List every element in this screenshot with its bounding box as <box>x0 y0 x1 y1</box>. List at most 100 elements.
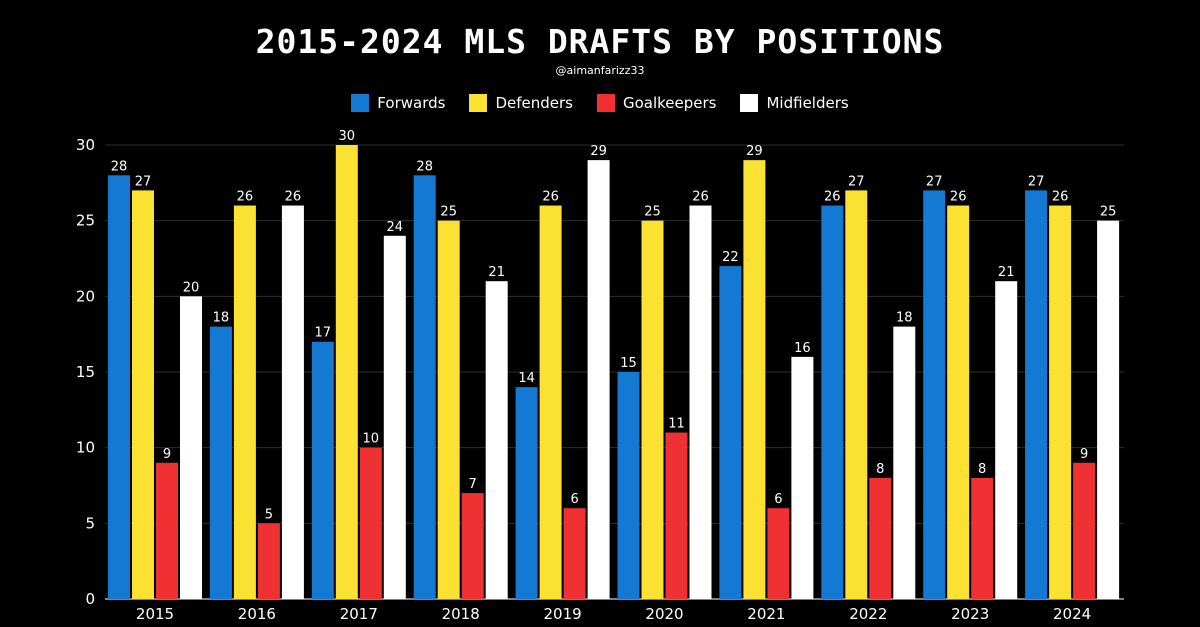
data-label-midfielders-2017: 24 <box>387 220 404 235</box>
bar-defenders-2021 <box>743 160 766 599</box>
x-tick-label: 2017 <box>340 605 378 623</box>
data-label-midfielders-2015: 20 <box>183 280 200 295</box>
bar-forwards-2022 <box>821 205 844 600</box>
data-label-goalkeepers-2021: 6 <box>774 492 782 507</box>
legend-item-midfielders: Midfielders <box>740 94 849 112</box>
legend-label-forwards: Forwards <box>377 94 446 112</box>
data-label-goalkeepers-2018: 7 <box>469 477 477 492</box>
legend-swatch-midfielders <box>740 94 759 112</box>
data-label-goalkeepers-2017: 10 <box>363 432 380 447</box>
data-label-forwards-2020: 15 <box>620 356 637 371</box>
x-tick-label: 2018 <box>442 605 480 623</box>
x-tick-label: 2023 <box>951 605 989 623</box>
data-label-goalkeepers-2015: 9 <box>163 447 171 462</box>
y-tick-label: 30 <box>76 136 95 154</box>
bar-defenders-2015 <box>132 190 154 599</box>
data-label-defenders-2017: 30 <box>339 129 356 144</box>
bar-midfielders-2020 <box>689 205 712 600</box>
bar-midfielders-2019 <box>587 160 610 599</box>
bar-goalkeepers-2020 <box>665 432 688 599</box>
bar-defenders-2017 <box>335 145 358 599</box>
x-tick-label: 2019 <box>544 605 582 623</box>
bar-defenders-2024 <box>1049 205 1072 600</box>
x-tick-label: 2024 <box>1053 605 1091 623</box>
legend-item-goalkeepers: Goalkeepers <box>596 94 717 112</box>
bar-defenders-2016 <box>233 205 256 600</box>
data-label-goalkeepers-2024: 9 <box>1080 447 1088 462</box>
bar-forwards-2016 <box>209 326 232 599</box>
data-label-forwards-2024: 27 <box>1028 174 1045 189</box>
data-label-midfielders-2016: 26 <box>285 190 302 205</box>
data-label-midfielders-2021: 16 <box>794 341 811 356</box>
bar-forwards-2020 <box>617 372 640 599</box>
data-label-goalkeepers-2020: 11 <box>668 417 685 432</box>
data-label-defenders-2024: 26 <box>1052 190 1069 205</box>
data-label-defenders-2015: 27 <box>135 174 152 189</box>
bar-midfielders-2017 <box>383 235 406 600</box>
bar-goalkeepers-2021 <box>767 508 790 599</box>
bar-midfielders-2018 <box>485 281 508 599</box>
bar-goalkeepers-2022 <box>869 477 892 599</box>
data-label-defenders-2023: 26 <box>950 190 967 205</box>
data-label-forwards-2017: 17 <box>315 326 332 341</box>
legend-item-forwards: Forwards <box>351 94 445 112</box>
data-label-forwards-2023: 27 <box>926 174 943 189</box>
x-tick-label: 2022 <box>849 605 887 623</box>
bar-forwards-2021 <box>719 266 742 599</box>
data-label-midfielders-2019: 29 <box>590 144 607 159</box>
data-label-goalkeepers-2019: 6 <box>570 492 578 507</box>
y-tick-label: 5 <box>85 514 95 532</box>
legend-swatch-forwards <box>351 94 370 112</box>
data-label-forwards-2022: 26 <box>824 190 841 205</box>
bar-goalkeepers-2023 <box>971 477 994 599</box>
bar-goalkeepers-2018 <box>461 493 484 599</box>
legend-label-defenders: Defenders <box>495 94 573 112</box>
y-tick-label: 0 <box>85 590 95 608</box>
legend-swatch-defenders <box>469 94 488 112</box>
bar-defenders-2019 <box>539 205 562 600</box>
data-label-forwards-2019: 14 <box>518 371 535 386</box>
data-label-midfielders-2022: 18 <box>896 311 913 326</box>
legend: Forwards Defenders Goalkeepers Midfielde… <box>0 94 1200 112</box>
bar-goalkeepers-2017 <box>359 447 382 599</box>
bar-defenders-2018 <box>437 220 460 599</box>
bar-forwards-2023 <box>923 190 946 599</box>
bar-forwards-2018 <box>413 175 436 599</box>
data-label-forwards-2021: 22 <box>722 250 739 265</box>
legend-label-goalkeepers: Goalkeepers <box>622 94 717 112</box>
legend-swatch-goalkeepers <box>596 94 615 112</box>
bar-goalkeepers-2019 <box>563 508 586 599</box>
bar-defenders-2022 <box>845 190 868 599</box>
y-tick-label: 20 <box>76 287 95 305</box>
bar-forwards-2017 <box>311 341 334 599</box>
data-label-goalkeepers-2023: 8 <box>978 462 986 477</box>
data-label-midfielders-2023: 21 <box>998 265 1015 280</box>
data-label-defenders-2018: 25 <box>440 205 457 220</box>
bar-goalkeepers-2016 <box>257 523 280 599</box>
data-label-midfielders-2020: 26 <box>692 190 709 205</box>
data-label-forwards-2016: 18 <box>213 311 230 326</box>
data-label-defenders-2016: 26 <box>237 190 254 205</box>
data-label-defenders-2022: 27 <box>848 174 865 189</box>
chart-title: 2015-2024 MLS DRAFTS BY POSITIONS <box>255 22 945 61</box>
data-label-midfielders-2024: 25 <box>1100 205 1117 220</box>
data-label-defenders-2020: 25 <box>644 205 661 220</box>
x-tick-label: 2016 <box>238 605 276 623</box>
y-tick-label: 15 <box>76 363 95 381</box>
bar-midfielders-2022 <box>893 326 916 599</box>
bar-defenders-2020 <box>641 220 664 599</box>
data-label-goalkeepers-2016: 5 <box>265 507 273 522</box>
x-tick-label: 2020 <box>645 605 683 623</box>
y-tick-label: 25 <box>76 212 95 230</box>
data-label-midfielders-2018: 21 <box>488 265 505 280</box>
bar-midfielders-2021 <box>791 356 814 599</box>
bar-midfielders-2024 <box>1097 220 1120 599</box>
legend-label-midfielders: Midfielders <box>766 94 849 112</box>
bar-forwards-2024 <box>1025 190 1048 599</box>
bar-midfielders-2016 <box>281 205 304 600</box>
legend-item-defenders: Defenders <box>469 94 573 112</box>
data-label-defenders-2019: 26 <box>542 190 559 205</box>
bar-midfielders-2015 <box>180 296 202 599</box>
bar-midfielders-2023 <box>995 281 1018 599</box>
